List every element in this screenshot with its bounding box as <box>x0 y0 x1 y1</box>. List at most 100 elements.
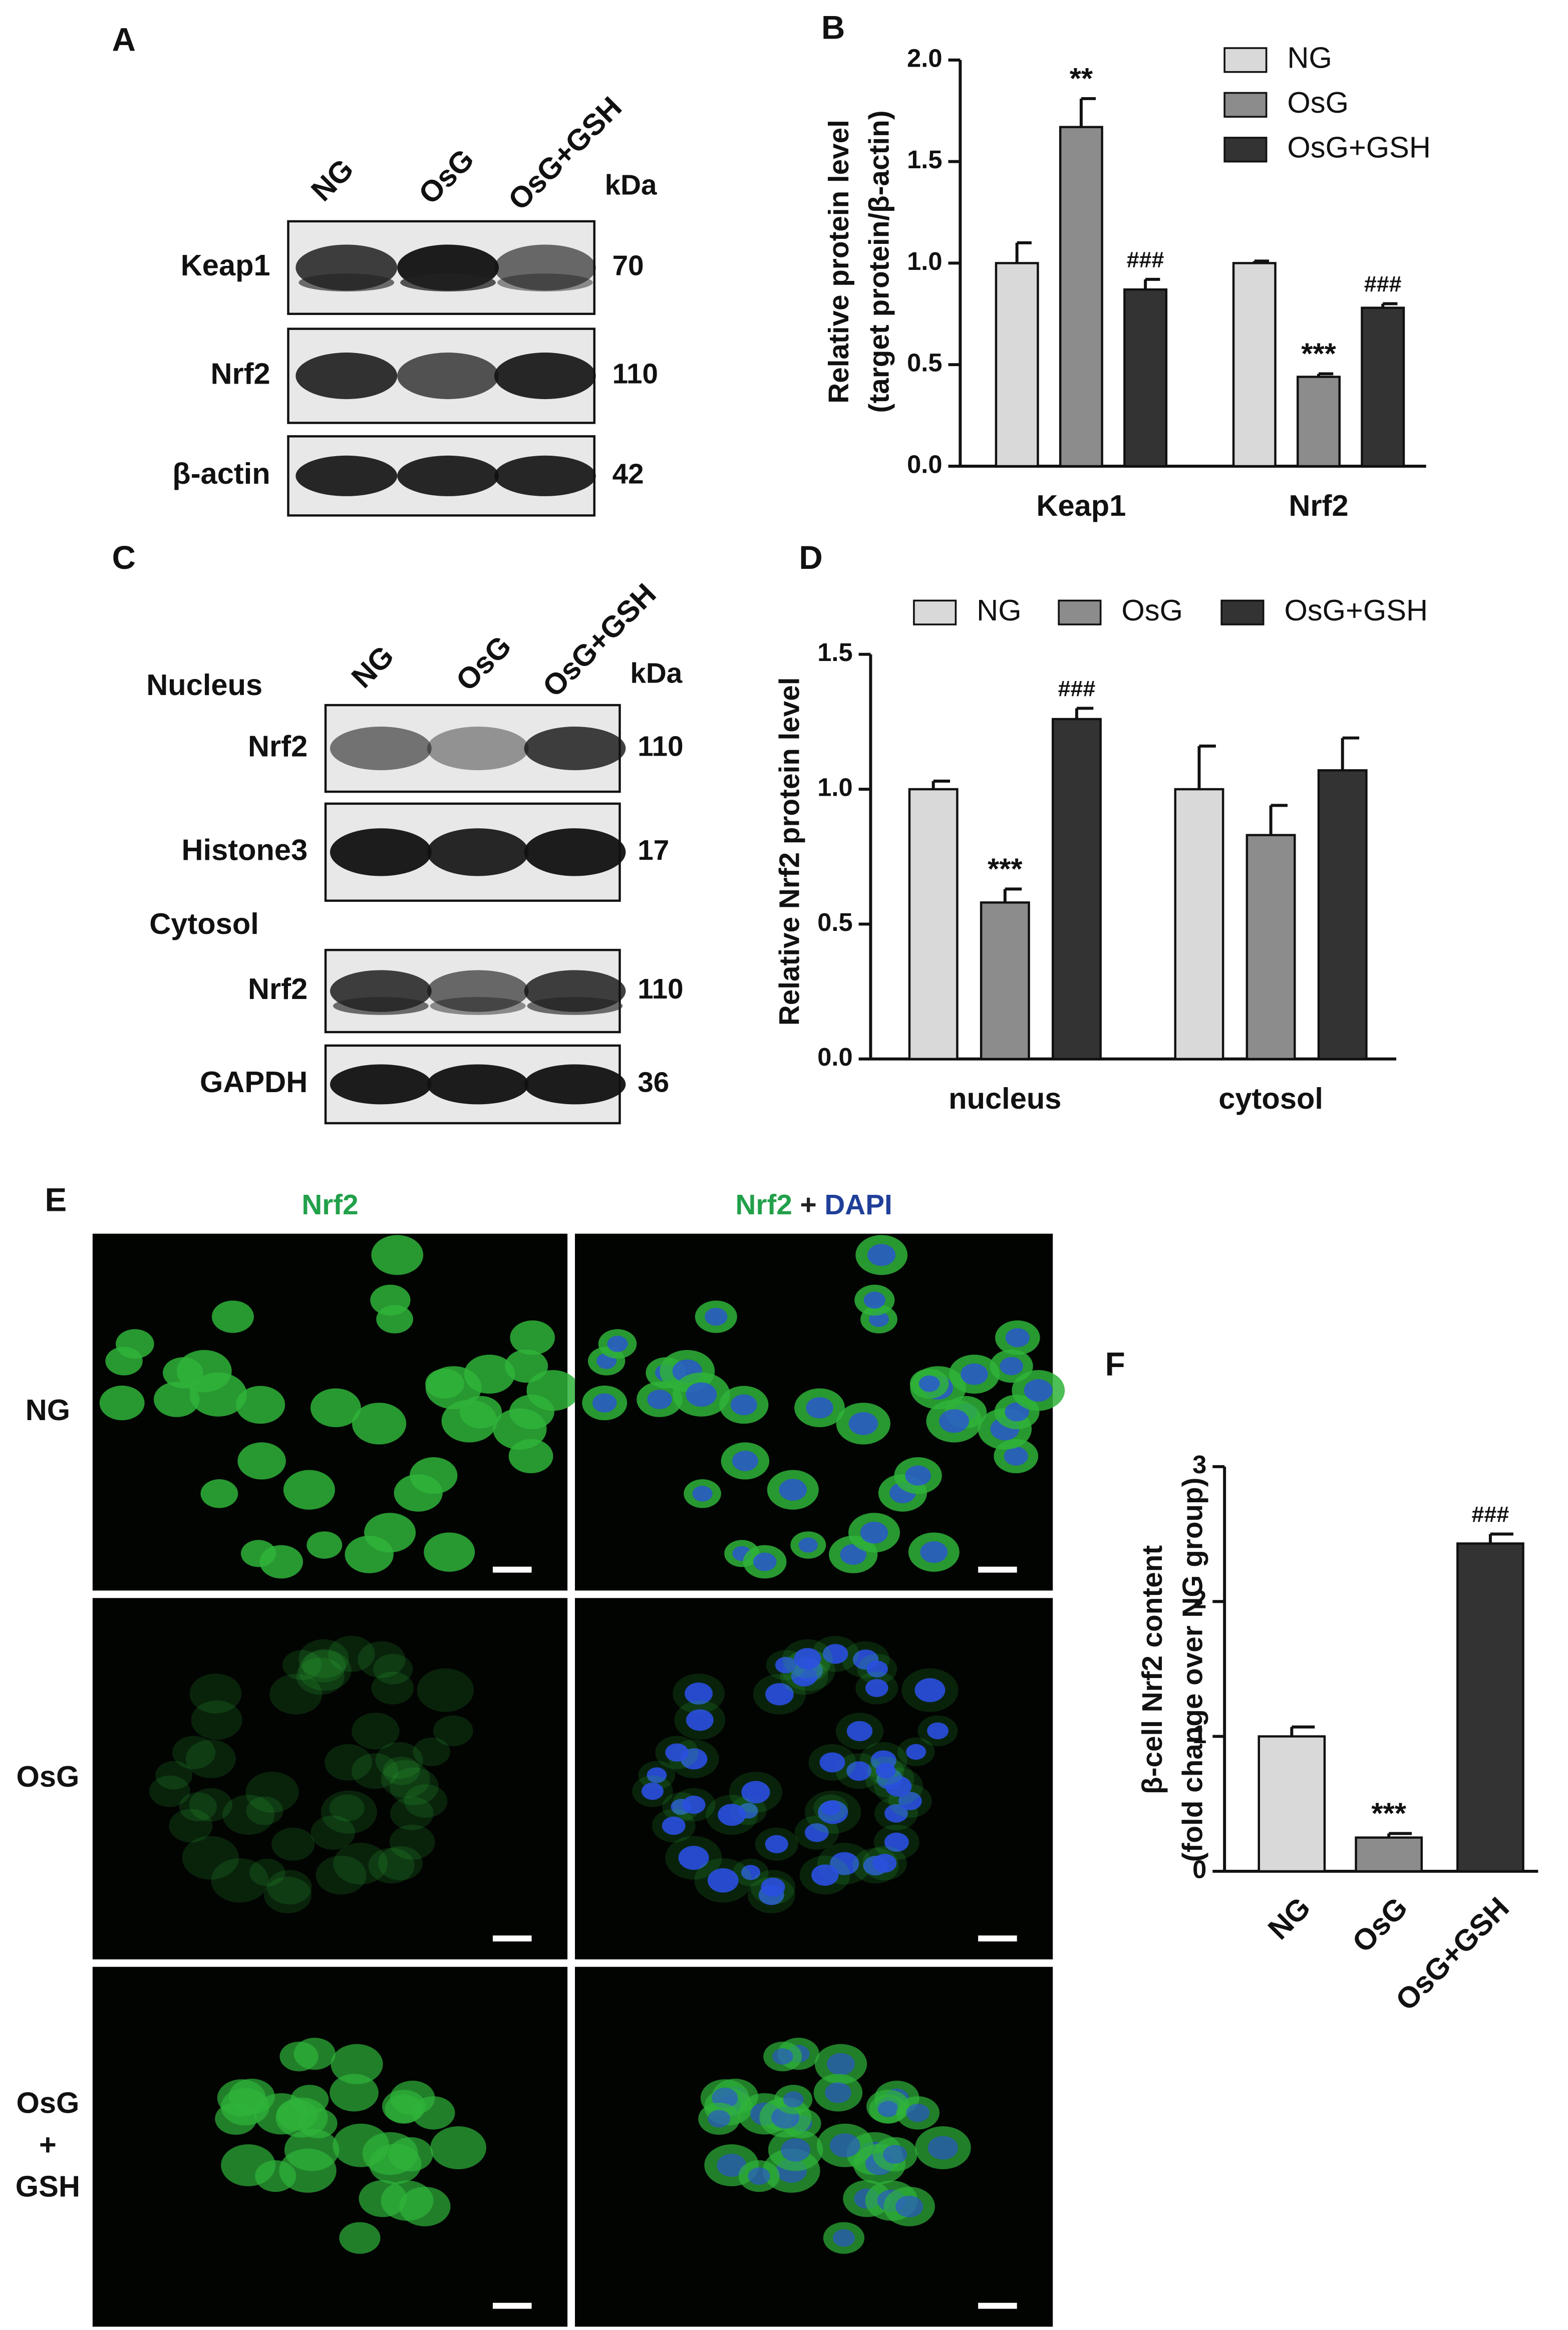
unit-label: kDa <box>630 657 682 689</box>
row-label: Nrf2 <box>248 972 307 1006</box>
scale-bar <box>493 1935 532 1942</box>
nucleus <box>741 1865 761 1880</box>
band <box>397 353 499 400</box>
annotation: ### <box>1364 272 1402 297</box>
nucleus <box>1005 1402 1029 1422</box>
nucleus <box>895 2195 923 2218</box>
bar <box>1245 834 1296 1061</box>
bar <box>1052 718 1102 1061</box>
error-bar <box>1075 707 1094 719</box>
cell <box>383 1756 420 1785</box>
cell <box>321 1790 377 1834</box>
nucleus <box>692 1485 713 1502</box>
cell <box>279 2042 319 2072</box>
legend-label: OsG+GSH <box>1287 131 1431 164</box>
cell <box>200 1479 238 1508</box>
y-tick-label: 0.5 <box>907 349 942 377</box>
row-label: GAPDH <box>200 1065 307 1099</box>
cell <box>333 1842 388 1885</box>
cell <box>413 1737 450 1767</box>
nucleus <box>732 1451 758 1471</box>
micrograph <box>92 1966 568 2327</box>
cell <box>302 1649 346 1683</box>
cell <box>412 2096 455 2130</box>
nucleus <box>686 1382 717 1407</box>
error-bar <box>1381 302 1398 308</box>
cell <box>352 1403 407 1445</box>
nucleus <box>939 1409 969 1433</box>
nucleus <box>848 1412 878 1435</box>
nucleus <box>927 1722 949 1740</box>
nucleus <box>866 1660 888 1678</box>
row-label: + <box>39 2128 57 2161</box>
y-tick-label: 0 <box>1192 1855 1206 1883</box>
nucleus <box>884 1804 908 1823</box>
cell <box>378 1846 423 1881</box>
cell <box>373 1653 413 1685</box>
cell <box>290 2085 329 2114</box>
lane-label: NG <box>345 639 401 695</box>
x-tick-label: nucleus <box>949 1082 1061 1115</box>
cell <box>352 1753 398 1789</box>
legend-swatch <box>913 599 957 625</box>
legend-label: OsG+GSH <box>1284 593 1428 627</box>
bar <box>1456 1542 1524 1873</box>
bar <box>1317 769 1368 1061</box>
band <box>430 997 526 1015</box>
cell <box>237 1442 286 1480</box>
nucleus <box>829 2133 860 2158</box>
nucleus <box>830 1852 859 1875</box>
band <box>494 353 596 400</box>
bar <box>1361 306 1405 468</box>
y-tick-label: 3 <box>1192 1450 1206 1479</box>
scale-bar <box>493 1566 532 1573</box>
legend-label: NG <box>1287 41 1332 75</box>
cell <box>282 1650 322 1681</box>
nucleus <box>775 1656 797 1674</box>
panel-label: B <box>821 10 845 46</box>
nucleus <box>794 1648 821 1670</box>
y-axis-label: Relative Nrf2 protein level <box>774 677 805 1026</box>
nucleus <box>885 1776 912 1797</box>
row-label: GSH <box>16 2169 80 2203</box>
kda-label: 110 <box>638 731 683 763</box>
nucleus <box>791 1666 817 1687</box>
nucleus <box>783 2091 804 2108</box>
nucleus <box>811 1864 839 1886</box>
micrograph <box>575 1233 1065 1591</box>
cell <box>245 1772 299 1813</box>
nucleus <box>662 1816 686 1835</box>
nucleus <box>863 1291 885 1309</box>
error-bar <box>1197 744 1216 790</box>
bar <box>1297 376 1341 468</box>
cell <box>189 1788 232 1822</box>
cell <box>255 2160 296 2192</box>
cell <box>333 2123 390 2167</box>
cell <box>389 1824 435 1860</box>
cell <box>284 2129 340 2171</box>
cell <box>222 1795 275 1835</box>
cell <box>510 1320 555 1355</box>
error-bar <box>1252 259 1270 263</box>
cell <box>404 1784 448 1818</box>
bar <box>908 788 959 1061</box>
nucleus <box>592 1393 617 1413</box>
band <box>527 997 623 1015</box>
error-bar <box>1144 277 1160 290</box>
annotation: *** <box>1371 1796 1406 1830</box>
y-tick-label: 1.0 <box>907 247 942 275</box>
scale-bar <box>978 1935 1017 1942</box>
nucleus <box>806 1397 833 1419</box>
nucleus <box>607 1336 628 1352</box>
cell <box>352 1713 400 1750</box>
band <box>497 273 593 292</box>
panel-label: A <box>112 21 136 58</box>
cell <box>259 1545 303 1579</box>
cell <box>425 1369 464 1399</box>
legend-swatch <box>1223 92 1268 118</box>
nucleus <box>753 1552 777 1571</box>
nucleus <box>682 1795 706 1814</box>
cell <box>371 1235 424 1275</box>
y-axis-label: Relative protein level <box>823 120 855 404</box>
